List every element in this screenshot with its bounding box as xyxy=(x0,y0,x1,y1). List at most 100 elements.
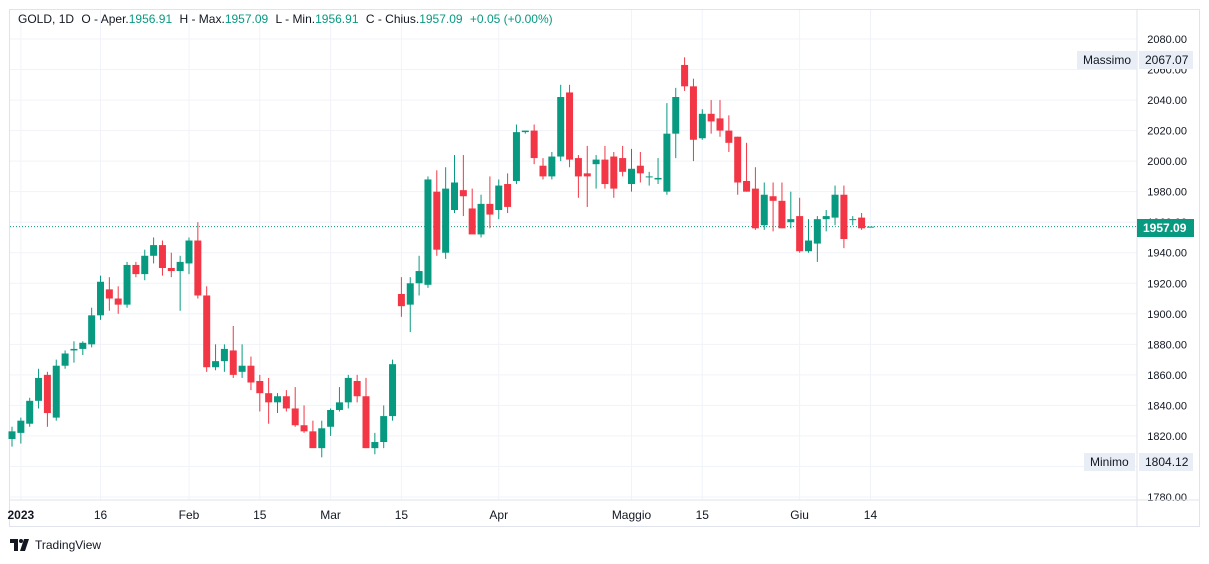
high-marker-label: Massimo xyxy=(1077,51,1138,69)
candle-body xyxy=(389,364,397,417)
candle-body xyxy=(158,245,166,268)
x-tick-label: 15 xyxy=(253,508,267,522)
candle-body xyxy=(247,365,255,383)
candle-body xyxy=(79,342,87,349)
candle-body xyxy=(557,97,565,157)
interval-label[interactable]: 1D xyxy=(58,12,75,26)
candle-body xyxy=(698,113,706,139)
candle-body xyxy=(17,420,25,433)
candle-body xyxy=(486,203,494,215)
candle-body xyxy=(468,208,476,235)
low-value: 1956.91 xyxy=(315,12,359,26)
y-tick-label: 1780.00 xyxy=(1147,492,1187,504)
candle-body xyxy=(672,97,680,134)
candle-body xyxy=(212,361,220,368)
candle-body xyxy=(256,380,264,394)
candle-body xyxy=(61,353,69,366)
candle-body xyxy=(636,165,644,174)
tradingview-logo-icon xyxy=(10,539,29,551)
symbol-name[interactable]: GOLD xyxy=(18,12,53,26)
candle-body xyxy=(858,217,866,229)
candle-body xyxy=(176,261,184,272)
candle-body xyxy=(512,132,520,181)
candle-body xyxy=(274,396,281,403)
x-tick-label: 14 xyxy=(864,508,878,522)
candle-body xyxy=(194,240,202,296)
candle-body xyxy=(689,86,697,140)
candle-body xyxy=(35,377,43,401)
candle-body xyxy=(583,173,591,177)
y-tick-label: 1940.00 xyxy=(1147,248,1187,260)
candle-body xyxy=(167,268,175,272)
low-marker-value: 1804.12 xyxy=(1139,453,1193,471)
y-tick-label: 2080.00 xyxy=(1147,34,1187,46)
symbol-legend: GOLD, 1D O - Aper.1956.91 H - Max.1957.0… xyxy=(18,12,553,26)
candle-body xyxy=(43,374,51,414)
candle-body xyxy=(415,271,423,284)
candle-body xyxy=(220,348,228,362)
candle-body xyxy=(610,156,618,189)
candle-body xyxy=(132,264,140,275)
candle-body xyxy=(592,159,600,165)
tradingview-branding[interactable]: TradingView xyxy=(10,538,101,552)
candle-body xyxy=(769,196,777,201)
candle-body xyxy=(751,188,759,229)
candle-body xyxy=(539,165,547,177)
candle-body xyxy=(654,177,662,180)
candle-body xyxy=(743,180,751,192)
candle-body xyxy=(300,425,308,432)
candle-body xyxy=(477,203,485,235)
x-tick-label: 16 xyxy=(94,508,108,522)
candle-body xyxy=(291,408,299,426)
candle-body xyxy=(822,216,830,220)
change-value: +0.05 (+0.00%) xyxy=(469,12,553,26)
candle-body xyxy=(52,365,60,418)
candle-body xyxy=(796,216,804,252)
y-tick-label: 1840.00 xyxy=(1147,400,1187,412)
candle-body xyxy=(26,400,34,424)
x-tick-label: 2023 xyxy=(7,508,34,522)
candle-body xyxy=(574,158,582,177)
candle-body xyxy=(97,281,104,316)
last-price-tag: 1957.09 xyxy=(1137,219,1194,237)
candle-body xyxy=(70,348,78,351)
low-label: L - Min. xyxy=(275,12,316,26)
candle-body xyxy=(203,295,211,368)
high-marker-value: 2067.07 xyxy=(1139,51,1193,69)
candle-body xyxy=(813,219,821,244)
candlestick-chart[interactable]: 1780.001800.001820.001840.001860.001880.… xyxy=(0,0,1209,530)
x-tick-label: Maggio xyxy=(612,508,652,522)
candle-body xyxy=(451,182,458,210)
candle-body xyxy=(707,113,715,122)
low-marker-label: Minimo xyxy=(1084,453,1135,471)
candle-body xyxy=(663,133,671,192)
candle-body xyxy=(628,168,635,185)
candle-body xyxy=(141,255,149,275)
candle-body xyxy=(504,184,512,207)
candle-body xyxy=(866,226,874,228)
candle-body xyxy=(778,200,786,229)
candle-body xyxy=(787,219,795,223)
candle-body xyxy=(681,64,689,87)
candle-body xyxy=(530,130,538,159)
candle-body xyxy=(327,409,335,427)
candle-body xyxy=(229,350,237,375)
candle-body xyxy=(371,442,379,449)
y-tick-label: 2020.00 xyxy=(1147,126,1187,138)
candle-body xyxy=(831,194,839,218)
candle-body xyxy=(645,176,653,178)
tradingview-brand-text: TradingView xyxy=(35,538,102,552)
candle-body xyxy=(265,393,273,403)
close-label: C - Chius. xyxy=(365,12,420,26)
candle-body xyxy=(459,190,467,197)
candle-body xyxy=(548,156,556,177)
candle-body xyxy=(760,194,768,226)
candle-body xyxy=(406,283,414,305)
candle-body xyxy=(380,416,388,443)
y-tick-label: 1880.00 xyxy=(1147,339,1187,351)
candle-body xyxy=(805,240,812,252)
candle-body xyxy=(840,194,848,239)
x-tick-label: 15 xyxy=(696,508,710,522)
candle-body xyxy=(521,130,529,133)
candle-body xyxy=(495,185,503,210)
